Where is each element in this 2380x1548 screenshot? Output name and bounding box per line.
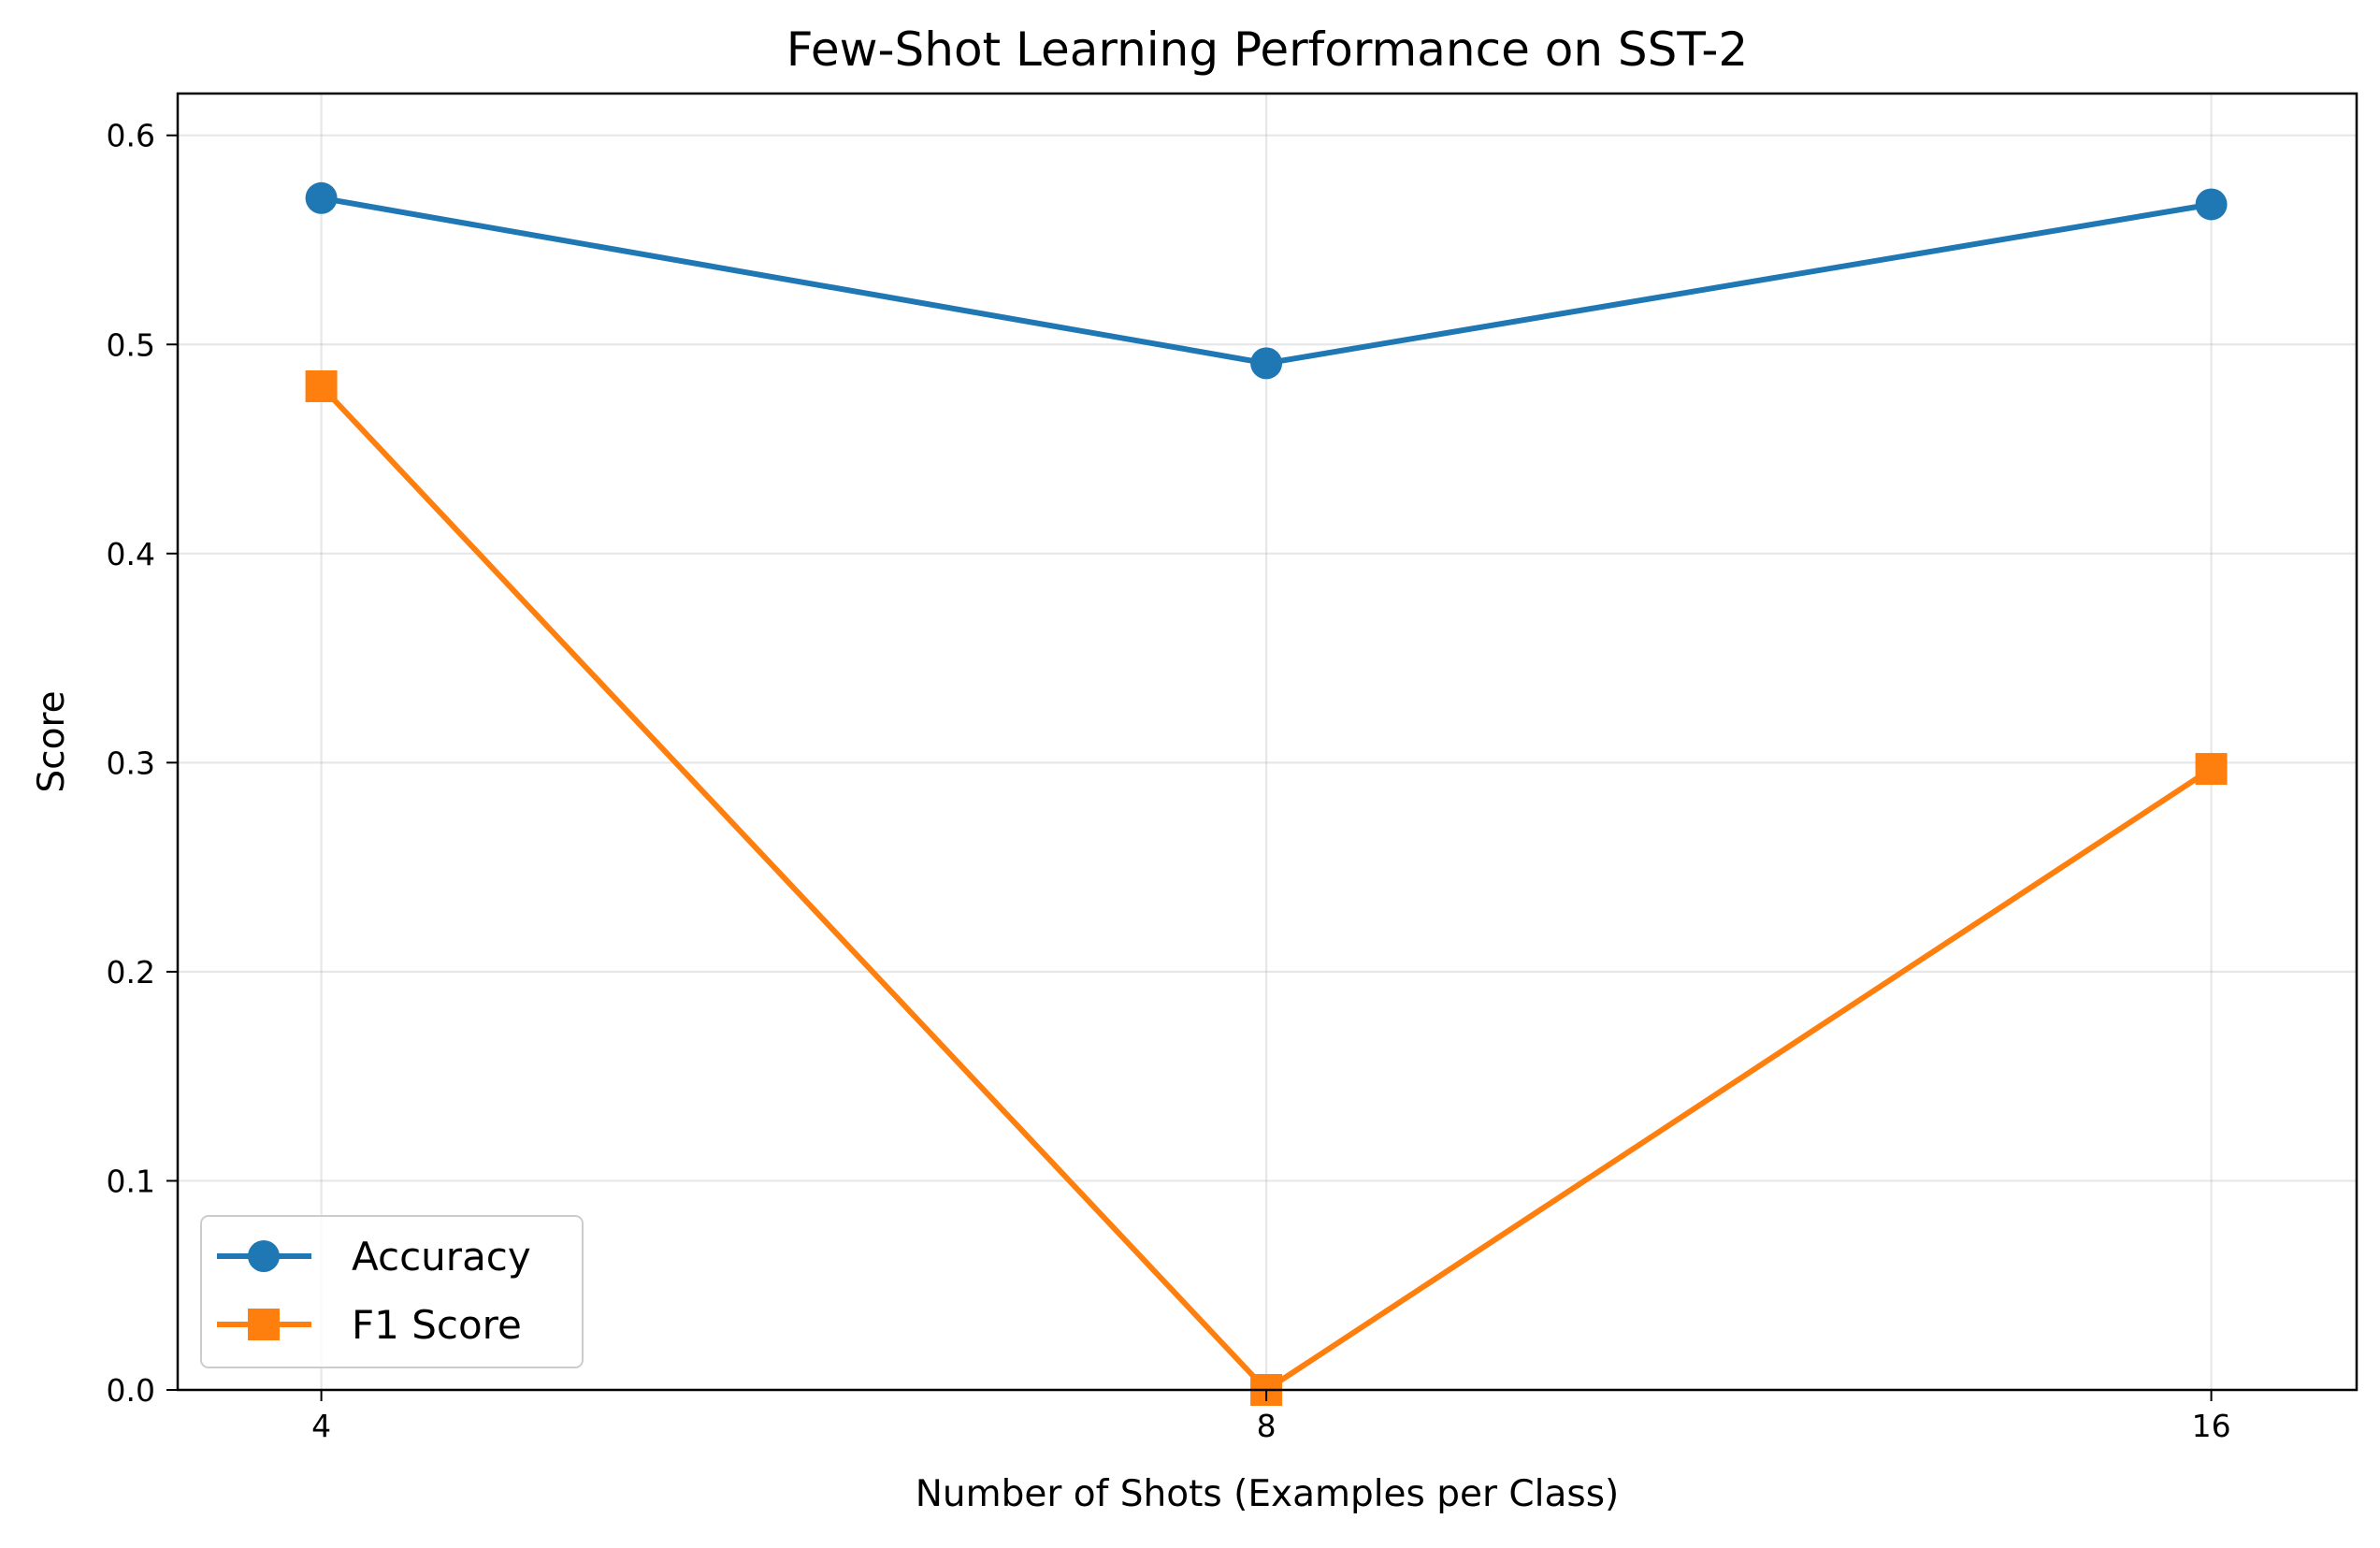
legend-entry-f1-score: F1 Score xyxy=(217,1302,522,1348)
data-point-accuracy xyxy=(305,181,338,214)
legend-label-accuracy: Accuracy xyxy=(352,1234,531,1280)
y-tick-label: 0.2 xyxy=(107,954,155,991)
legend-marker-f1-score xyxy=(248,1309,280,1340)
x-tick-label: 4 xyxy=(311,1408,331,1444)
x-tick-label: 16 xyxy=(2192,1408,2231,1444)
y-tick-label: 0.0 xyxy=(107,1372,155,1409)
legend-entry-accuracy: Accuracy xyxy=(217,1234,531,1280)
data-point-f1-score xyxy=(2195,753,2228,786)
legend-marker-accuracy xyxy=(248,1240,280,1272)
series-accuracy xyxy=(305,181,2228,380)
y-tick-label: 0.3 xyxy=(107,745,155,781)
x-tick-label: 8 xyxy=(1257,1408,1277,1444)
y-tick-label: 0.6 xyxy=(107,118,155,154)
legend-label-f1-score: F1 Score xyxy=(352,1302,522,1348)
ticks: 0.0 0.1 0.2 0.3 0.4 0.5 0.6 4 8 16 xyxy=(107,118,2231,1444)
data-point-accuracy xyxy=(2195,188,2228,221)
y-tick-label: 0.5 xyxy=(107,326,155,363)
grid xyxy=(178,94,2357,1392)
data-point-accuracy xyxy=(1250,347,1283,380)
chart-title: Few-Shot Learning Performance on SST-2 xyxy=(786,22,1748,77)
y-tick-label: 0.4 xyxy=(107,536,155,572)
y-axis-label: Score xyxy=(31,690,73,792)
legend: Accuracy F1 Score xyxy=(200,1215,584,1368)
y-tick-label: 0.1 xyxy=(107,1163,155,1199)
data-point-f1-score xyxy=(305,369,338,402)
x-axis-label: Number of Shots (Examples per Class) xyxy=(916,1473,1620,1515)
